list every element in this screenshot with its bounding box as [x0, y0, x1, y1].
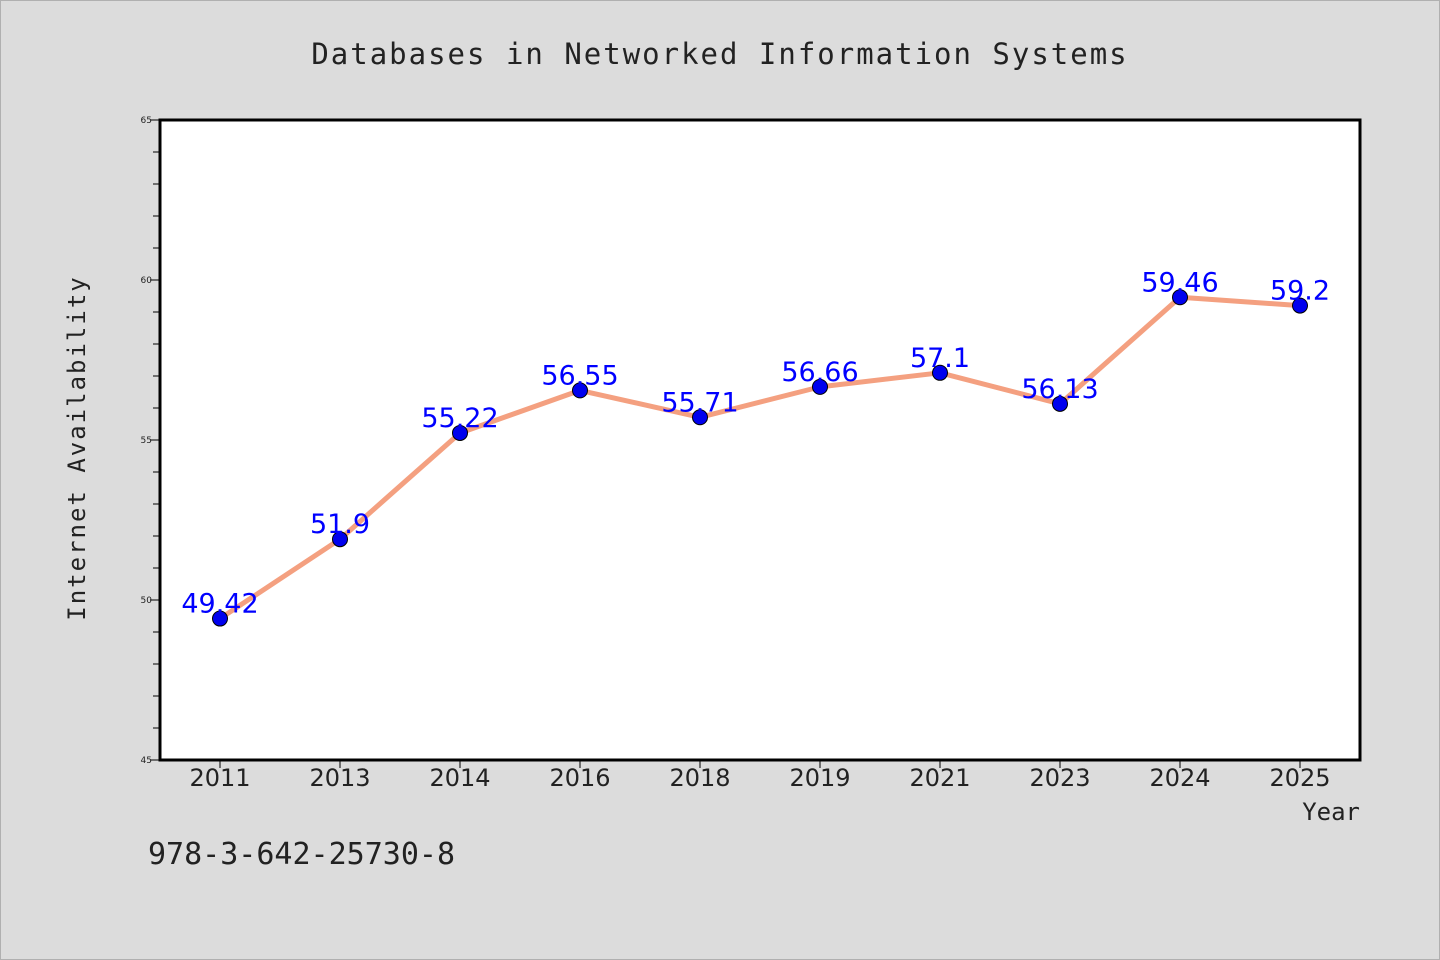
- data-point: [1292, 297, 1308, 314]
- y-tick-label: 60: [141, 276, 153, 286]
- chart-title: Databases in Networked Information Syste…: [311, 37, 1128, 71]
- data-label: 51.9: [310, 509, 370, 540]
- data-label: 56.66: [781, 357, 858, 388]
- data-label: 56.13: [1021, 374, 1098, 405]
- data-point: [332, 531, 348, 548]
- data-point: [452, 424, 468, 441]
- y-axis: 45 50 55 60 65: [141, 116, 160, 766]
- data-point: [572, 382, 588, 399]
- x-tick-label: 2013: [309, 764, 370, 792]
- x-tick-label: 2025: [1269, 764, 1330, 792]
- data-label: 49.42: [181, 589, 258, 620]
- x-axis-label: Year: [1302, 798, 1360, 826]
- x-tick-label: 2018: [669, 764, 730, 792]
- x-axis: 2011 2013 2014 2016 2018 2019 2021 2023 2024 2025: [189, 760, 1331, 792]
- data-label: 55.22: [421, 403, 498, 434]
- data-point: [932, 364, 948, 381]
- x-tick-label: 2023: [1029, 764, 1090, 792]
- isbn-text: 978-3-642-25730-8: [148, 837, 455, 872]
- data-point: [812, 378, 828, 395]
- data-point: [692, 409, 708, 426]
- data-point: [212, 610, 228, 627]
- data-label: 55.71: [661, 387, 738, 418]
- y-tick-label: 45: [141, 756, 152, 766]
- x-tick-label: 2021: [909, 764, 970, 792]
- x-tick-label: 2024: [1149, 764, 1210, 792]
- data-label: 56.55: [541, 360, 618, 391]
- data-point: [1172, 289, 1188, 306]
- data-label: 57.1: [910, 343, 970, 374]
- x-tick-label: 2016: [549, 764, 610, 792]
- y-tick-label: 50: [141, 596, 153, 606]
- series-line: [217, 294, 1303, 622]
- y-tick-label: 65: [141, 116, 152, 126]
- y-tick-label: 55: [141, 436, 152, 446]
- plot-area: [158, 118, 1362, 762]
- x-tick-label: 2014: [429, 764, 490, 792]
- data-label: 59.46: [1141, 267, 1218, 298]
- data-label: 59.2: [1270, 276, 1330, 307]
- x-tick-label: 2011: [189, 764, 250, 792]
- y-axis-label: Internet Availability: [63, 275, 91, 620]
- data-point: [1052, 395, 1068, 412]
- x-tick-label: 2019: [789, 764, 850, 792]
- series-layer: 49.42 51.9 55.22 56.55 55.71 56.66 57.1 56.13 59…: [181, 267, 1330, 627]
